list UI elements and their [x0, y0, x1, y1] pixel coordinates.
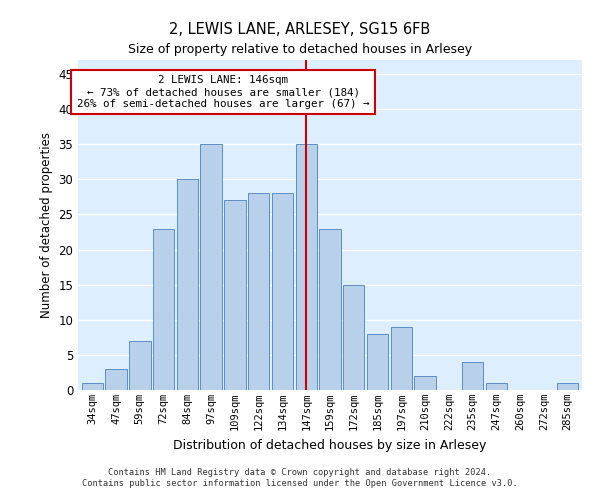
Bar	[319, 228, 341, 390]
Bar	[200, 144, 222, 390]
Bar	[486, 383, 507, 390]
Text: 2 LEWIS LANE: 146sqm
← 73% of detached houses are smaller (184)
26% of semi-deta: 2 LEWIS LANE: 146sqm ← 73% of detached h…	[77, 76, 369, 108]
Bar	[82, 383, 103, 390]
Bar	[557, 383, 578, 390]
Text: Size of property relative to detached houses in Arlesey: Size of property relative to detached ho…	[128, 42, 472, 56]
Bar	[343, 284, 364, 390]
Bar	[129, 341, 151, 390]
Bar	[391, 327, 412, 390]
Bar	[296, 144, 317, 390]
Bar	[462, 362, 484, 390]
X-axis label: Distribution of detached houses by size in Arlesey: Distribution of detached houses by size …	[173, 438, 487, 452]
Bar	[415, 376, 436, 390]
Bar	[367, 334, 388, 390]
Text: 2, LEWIS LANE, ARLESEY, SG15 6FB: 2, LEWIS LANE, ARLESEY, SG15 6FB	[169, 22, 431, 38]
Bar	[272, 194, 293, 390]
Bar	[176, 180, 198, 390]
Bar	[248, 194, 269, 390]
Y-axis label: Number of detached properties: Number of detached properties	[40, 132, 53, 318]
Bar	[153, 228, 174, 390]
Text: Contains HM Land Registry data © Crown copyright and database right 2024.
Contai: Contains HM Land Registry data © Crown c…	[82, 468, 518, 487]
Bar	[224, 200, 245, 390]
Bar	[106, 369, 127, 390]
